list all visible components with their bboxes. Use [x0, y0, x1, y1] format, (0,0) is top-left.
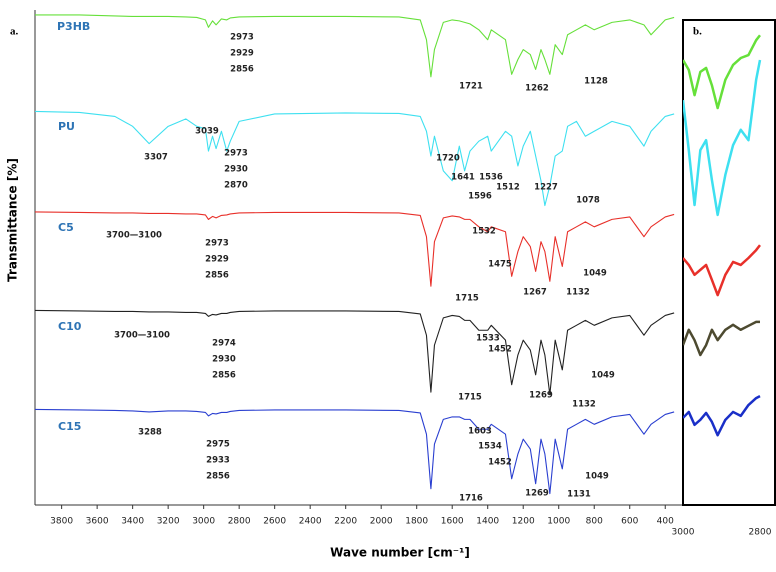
spectrum-line [683, 34, 761, 110]
spectrum-line [683, 320, 760, 357]
panel-label: b. [693, 26, 702, 38]
peak-label: 1132 [566, 288, 590, 298]
peak-label: 2856 [230, 65, 254, 75]
peak-label: 1049 [583, 269, 607, 279]
peak-label: 1132 [572, 400, 596, 410]
x-tick-label: 3000 [192, 517, 215, 527]
x-tick-label: 3600 [86, 517, 109, 527]
x-tick-label: 2600 [263, 517, 286, 527]
series-name: C15 [58, 420, 81, 433]
x-tick-label: 1600 [441, 517, 464, 527]
peak-label: 1452 [488, 345, 512, 355]
series-name: P3HB [57, 20, 90, 33]
peak-label: 1536 [479, 173, 503, 183]
series-name: C5 [58, 221, 74, 234]
peak-label: 1603 [468, 427, 492, 437]
x-tick-label: 1800 [405, 517, 428, 527]
peak-label: 1641 [451, 173, 475, 183]
peak-label: 1533 [476, 334, 500, 344]
x-tick-label: 3400 [121, 517, 144, 527]
x-tick-label: 3200 [157, 517, 180, 527]
x-tick-label: 3800 [50, 517, 73, 527]
peak-label: 2929 [205, 255, 229, 265]
peak-label: 1532 [472, 227, 496, 237]
spectrum-line [683, 394, 761, 437]
x-tick-label: 1200 [512, 517, 535, 527]
x-tick-label: 3000 [672, 528, 695, 538]
series-name: PU [58, 120, 75, 133]
peak-label: 1715 [458, 393, 482, 403]
peak-label: 1715 [455, 294, 479, 304]
peak-label: 1720 [436, 154, 460, 164]
x-tick-label: 400 [657, 517, 674, 527]
peak-label: 2974 [212, 339, 236, 349]
peak-label: 1267 [523, 288, 547, 298]
x-axis-title: Wave number [cm⁻¹] [330, 546, 470, 560]
x-tick-label: 2800 [228, 517, 251, 527]
x-tick-label: 800 [586, 517, 603, 527]
x-tick-label: 2200 [334, 517, 357, 527]
inset-frame [682, 19, 776, 506]
peak-label: 2856 [206, 472, 230, 482]
peak-label: 1721 [459, 82, 483, 92]
peak-label: 2930 [224, 165, 248, 175]
peak-label: 1078 [576, 196, 600, 206]
spectrum-line [34, 211, 675, 287]
peak-label: 1262 [525, 84, 549, 94]
peak-label: 2975 [206, 440, 230, 450]
spectrum-line [34, 110, 675, 207]
x-tick-label: 1000 [547, 517, 570, 527]
x-tick-label: 2800 [749, 528, 772, 538]
peak-label: 2870 [224, 181, 248, 191]
peak-label: 1269 [529, 391, 553, 401]
series-name: C10 [58, 320, 82, 333]
peak-label: 1227 [534, 183, 558, 193]
peak-label: 2930 [212, 355, 236, 365]
peak-label: 3307 [144, 153, 168, 163]
peak-label: 1269 [525, 489, 549, 499]
series-group [34, 14, 675, 495]
peak-label: 3700—3100 [106, 231, 162, 241]
spectrum-line [683, 244, 761, 297]
peak-label: 1716 [459, 494, 483, 504]
peak-label: 2929 [230, 49, 254, 59]
peak-label: 1534 [478, 442, 502, 452]
peak-label: 1128 [584, 77, 608, 87]
spectrum-line [34, 408, 675, 495]
peak-label: 1049 [585, 472, 609, 482]
peak-label: 1452 [488, 458, 512, 468]
spectrum-line [683, 59, 762, 217]
spectrum-line [34, 309, 675, 396]
peak-label: 3700—3100 [114, 331, 170, 341]
spectrum-line [35, 14, 675, 78]
peak-label: 3039 [195, 127, 219, 137]
x-tick-label: 2400 [299, 517, 322, 527]
peak-label: 1049 [591, 371, 615, 381]
peak-label: 1596 [468, 192, 492, 202]
peak-label: 1512 [496, 183, 520, 193]
peak-label: 2933 [206, 456, 230, 466]
peak-label: 2973 [224, 149, 248, 159]
x-tick-label: 600 [621, 517, 638, 527]
y-axis-title: Transmittance [%] [6, 158, 20, 282]
peak-label: 2973 [230, 33, 254, 43]
x-tick-label: 1400 [476, 517, 499, 527]
peak-label: 1475 [488, 260, 512, 270]
peak-label: 1131 [567, 490, 591, 500]
panel-label: a. [10, 26, 19, 38]
series-group [683, 34, 762, 437]
peak-label: 2856 [205, 271, 229, 281]
peak-label: 2973 [205, 239, 229, 249]
peak-label: 3288 [138, 428, 162, 438]
peak-label: 2856 [212, 371, 236, 381]
x-tick-label: 2000 [370, 517, 393, 527]
